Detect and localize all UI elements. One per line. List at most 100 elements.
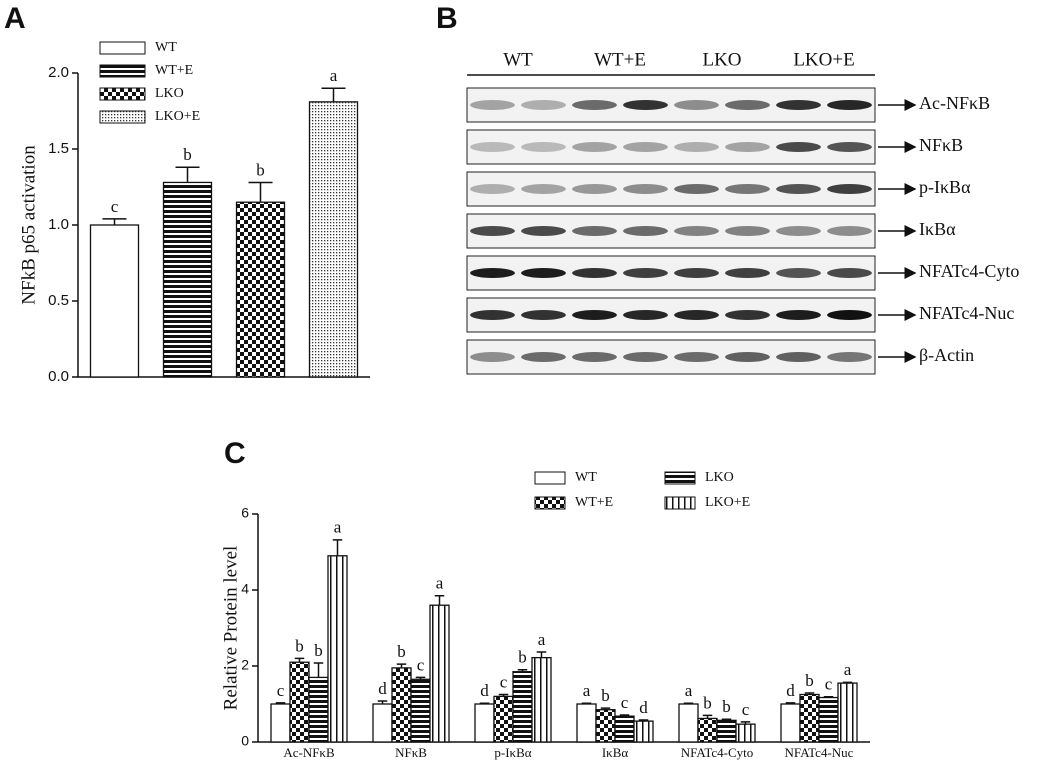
significance-letter: b — [601, 686, 610, 705]
significance-letter: d — [639, 698, 648, 717]
protein-label: Ac-NFκB — [919, 93, 990, 113]
y-tick-label: 4 — [241, 581, 249, 597]
band — [674, 310, 719, 320]
band — [776, 184, 821, 194]
y-tick-label: 0.5 — [48, 292, 69, 309]
band — [776, 226, 821, 236]
error-bar — [175, 166, 200, 183]
band — [572, 352, 617, 362]
band — [827, 352, 872, 362]
band — [827, 184, 872, 194]
bar — [595, 709, 616, 743]
band — [470, 226, 515, 236]
band — [623, 226, 668, 236]
y-tick-label: 6 — [241, 505, 249, 521]
error-bar — [102, 218, 127, 225]
band — [776, 100, 821, 110]
band — [521, 142, 566, 152]
error-bar — [275, 702, 286, 704]
error-bar — [683, 702, 694, 704]
error-bar — [434, 594, 445, 606]
error-bar — [313, 662, 324, 678]
band — [725, 142, 770, 152]
x-tick-label: NFκB — [395, 745, 427, 760]
bar — [799, 693, 820, 743]
bar — [697, 717, 718, 743]
significance-letter: b — [397, 642, 406, 661]
band — [827, 142, 872, 152]
band — [827, 268, 872, 278]
significance-letter: b — [256, 160, 265, 179]
bar — [391, 667, 412, 743]
bar — [235, 201, 286, 378]
bar — [270, 703, 291, 743]
panel-label: B — [436, 2, 458, 35]
band — [521, 310, 566, 320]
legend-swatch — [99, 87, 146, 101]
band — [776, 142, 821, 152]
band — [674, 352, 719, 362]
y-tick-label: 0 — [241, 733, 249, 749]
band — [674, 226, 719, 236]
bar — [327, 555, 348, 743]
significance-letter: b — [703, 693, 712, 712]
band — [470, 184, 515, 194]
error-bar — [396, 663, 407, 668]
error-bar — [581, 702, 592, 704]
bar — [308, 101, 359, 378]
band — [776, 310, 821, 320]
protein-label: β-Actin — [919, 345, 974, 365]
significance-letter: c — [277, 681, 285, 700]
lane-label: LKO+E — [793, 49, 854, 70]
y-tick-label: 1.5 — [48, 140, 69, 157]
legend-swatch — [534, 496, 566, 510]
legend-label: WT — [155, 40, 177, 55]
band — [470, 352, 515, 362]
band — [674, 100, 719, 110]
panel-label: A — [4, 2, 26, 35]
band — [470, 142, 515, 152]
band — [725, 310, 770, 320]
error-bar — [842, 681, 853, 684]
band — [623, 268, 668, 278]
bar — [429, 604, 450, 743]
bar — [512, 671, 533, 743]
error-bar — [321, 87, 346, 102]
band — [725, 268, 770, 278]
significance-letter: c — [500, 672, 508, 691]
error-bar — [536, 651, 547, 658]
lane-label: WT — [503, 49, 533, 70]
lane-label: WT+E — [594, 49, 646, 70]
protein-label: p-IκBα — [919, 177, 971, 197]
error-bar — [740, 721, 751, 725]
significance-letter: c — [621, 693, 629, 712]
legend-label: LKO — [155, 86, 184, 101]
legend-label: WT — [575, 470, 597, 485]
bar — [837, 682, 858, 743]
significance-letter: a — [436, 574, 444, 593]
error-bar — [619, 714, 630, 717]
significance-letter: b — [805, 671, 814, 690]
significance-letter: a — [538, 630, 546, 649]
significance-letter: b — [314, 641, 323, 660]
bar — [735, 723, 756, 743]
legend-swatch — [664, 471, 696, 485]
band — [776, 268, 821, 278]
legend-label: WT+E — [155, 63, 193, 78]
bar — [474, 703, 495, 743]
bar — [576, 703, 597, 743]
bar — [614, 715, 635, 743]
x-tick-label: IκBα — [602, 745, 629, 760]
y-tick-label: 1.0 — [48, 216, 69, 233]
band — [470, 268, 515, 278]
band — [572, 100, 617, 110]
band — [623, 142, 668, 152]
bar — [633, 720, 654, 743]
error-bar — [248, 181, 273, 203]
protein-label: NFATc4-Nuc — [919, 303, 1014, 323]
legend-label: LKO+E — [705, 495, 750, 510]
x-tick-label: Ac-NFκB — [283, 745, 335, 760]
bar — [289, 661, 310, 743]
band — [572, 268, 617, 278]
protein-label: IκBα — [919, 219, 956, 239]
